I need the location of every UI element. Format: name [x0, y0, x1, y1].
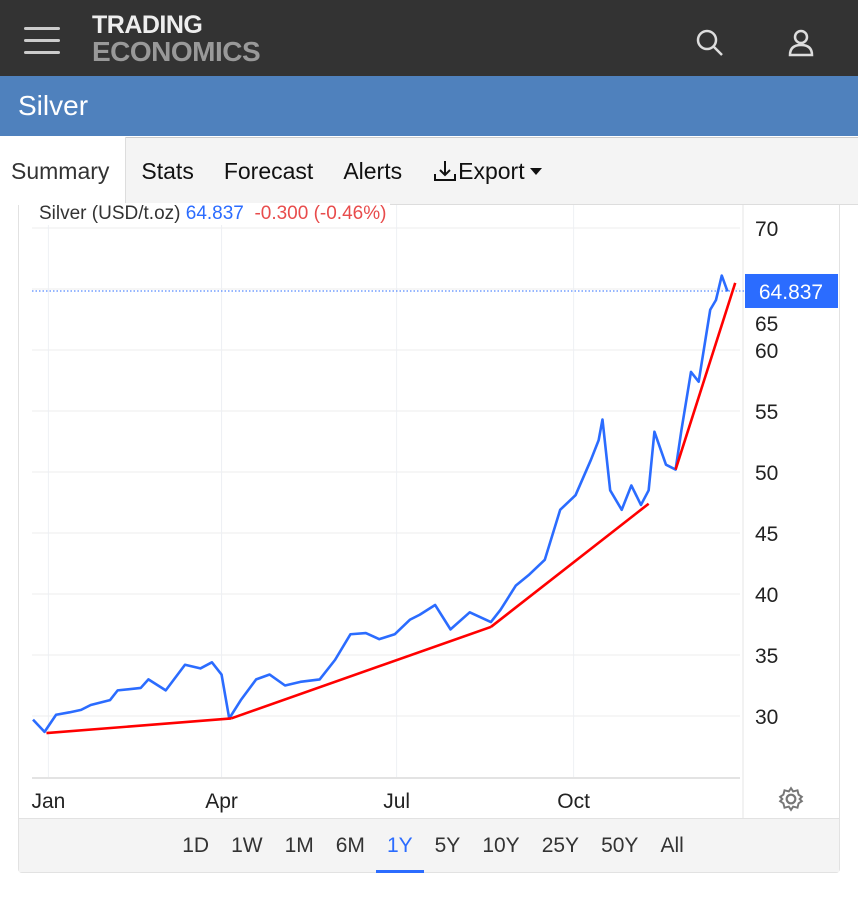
- x-tick-label: Jul: [383, 790, 410, 813]
- trend-line: [230, 625, 492, 720]
- page-title: Silver: [0, 76, 858, 136]
- trend-line: [490, 502, 650, 628]
- range-50y[interactable]: 50Y: [601, 833, 639, 857]
- y-tick-label: 40: [755, 584, 778, 607]
- export-button[interactable]: Export: [417, 137, 556, 205]
- chevron-down-icon: [529, 167, 542, 175]
- trend-line: [46, 717, 232, 735]
- y-tick-label: 55: [755, 401, 778, 424]
- y-tick-label: 45: [755, 523, 778, 546]
- tab-stats[interactable]: Stats: [141, 157, 194, 184]
- tab-bar: Summary Stats Forecast Alerts Export: [0, 137, 858, 205]
- menu-icon[interactable]: [24, 27, 60, 55]
- legend-change: -0.300 (-0.46%): [254, 203, 387, 224]
- last-price-label: 64.837: [759, 281, 823, 304]
- range-all[interactable]: All: [660, 833, 684, 857]
- search-icon[interactable]: [695, 28, 725, 58]
- download-icon: [434, 161, 457, 181]
- y-tick-label: 50: [755, 462, 778, 485]
- gear-icon[interactable]: [778, 786, 804, 812]
- range-25y[interactable]: 25Y: [541, 833, 580, 857]
- trend-line: [674, 282, 737, 470]
- y-tick-label: 65: [755, 313, 778, 336]
- range-10y[interactable]: 10Y: [482, 833, 520, 857]
- range-1m[interactable]: 1M: [284, 833, 314, 857]
- y-tick-label: 30: [755, 706, 778, 729]
- x-tick-label: Apr: [205, 790, 238, 813]
- logo[interactable]: TRADING ECONOMICS: [92, 11, 261, 67]
- range-1d[interactable]: 1D: [182, 833, 210, 857]
- tab-summary[interactable]: Summary: [0, 137, 127, 205]
- logo-top: TRADING: [92, 11, 203, 39]
- tab-forecast[interactable]: Forecast: [223, 157, 314, 184]
- range-5y[interactable]: 5Y: [434, 833, 461, 857]
- export-label: Export: [458, 157, 525, 184]
- logo-bottom: ECONOMICS: [92, 36, 261, 67]
- range-selector: 1D 1W 1M 6M 1Y 5Y 10Y 25Y 50Y All: [19, 818, 839, 873]
- last-price-badge: [745, 273, 838, 308]
- x-tick-label: Jan: [31, 790, 65, 813]
- top-header: TRADING ECONOMICS: [0, 0, 858, 76]
- y-tick-label: 35: [755, 645, 778, 668]
- chart-container: [18, 205, 840, 873]
- range-1w[interactable]: 1W: [231, 833, 263, 857]
- price-chart[interactable]: 30 35 40 45 50 55 60 65 70 Jan Apr Jul Oct 64.837: [0, 0, 858, 820]
- range-1y[interactable]: 1Y: [375, 819, 424, 873]
- range-6m[interactable]: 6M: [335, 833, 365, 857]
- y-tick-label: 70: [755, 218, 778, 241]
- price-series-line: [32, 274, 729, 734]
- legend-value: 64.837: [185, 203, 244, 224]
- legend-name: Silver (USD/t.oz): [39, 203, 181, 224]
- tab-alerts[interactable]: Alerts: [343, 157, 403, 184]
- user-icon[interactable]: [786, 28, 816, 58]
- y-tick-label: 60: [755, 340, 778, 363]
- chart-legend: Silver (USD/t.oz) 64.837 -0.300 (-0.46%): [35, 203, 391, 225]
- x-tick-label: Oct: [557, 790, 590, 813]
